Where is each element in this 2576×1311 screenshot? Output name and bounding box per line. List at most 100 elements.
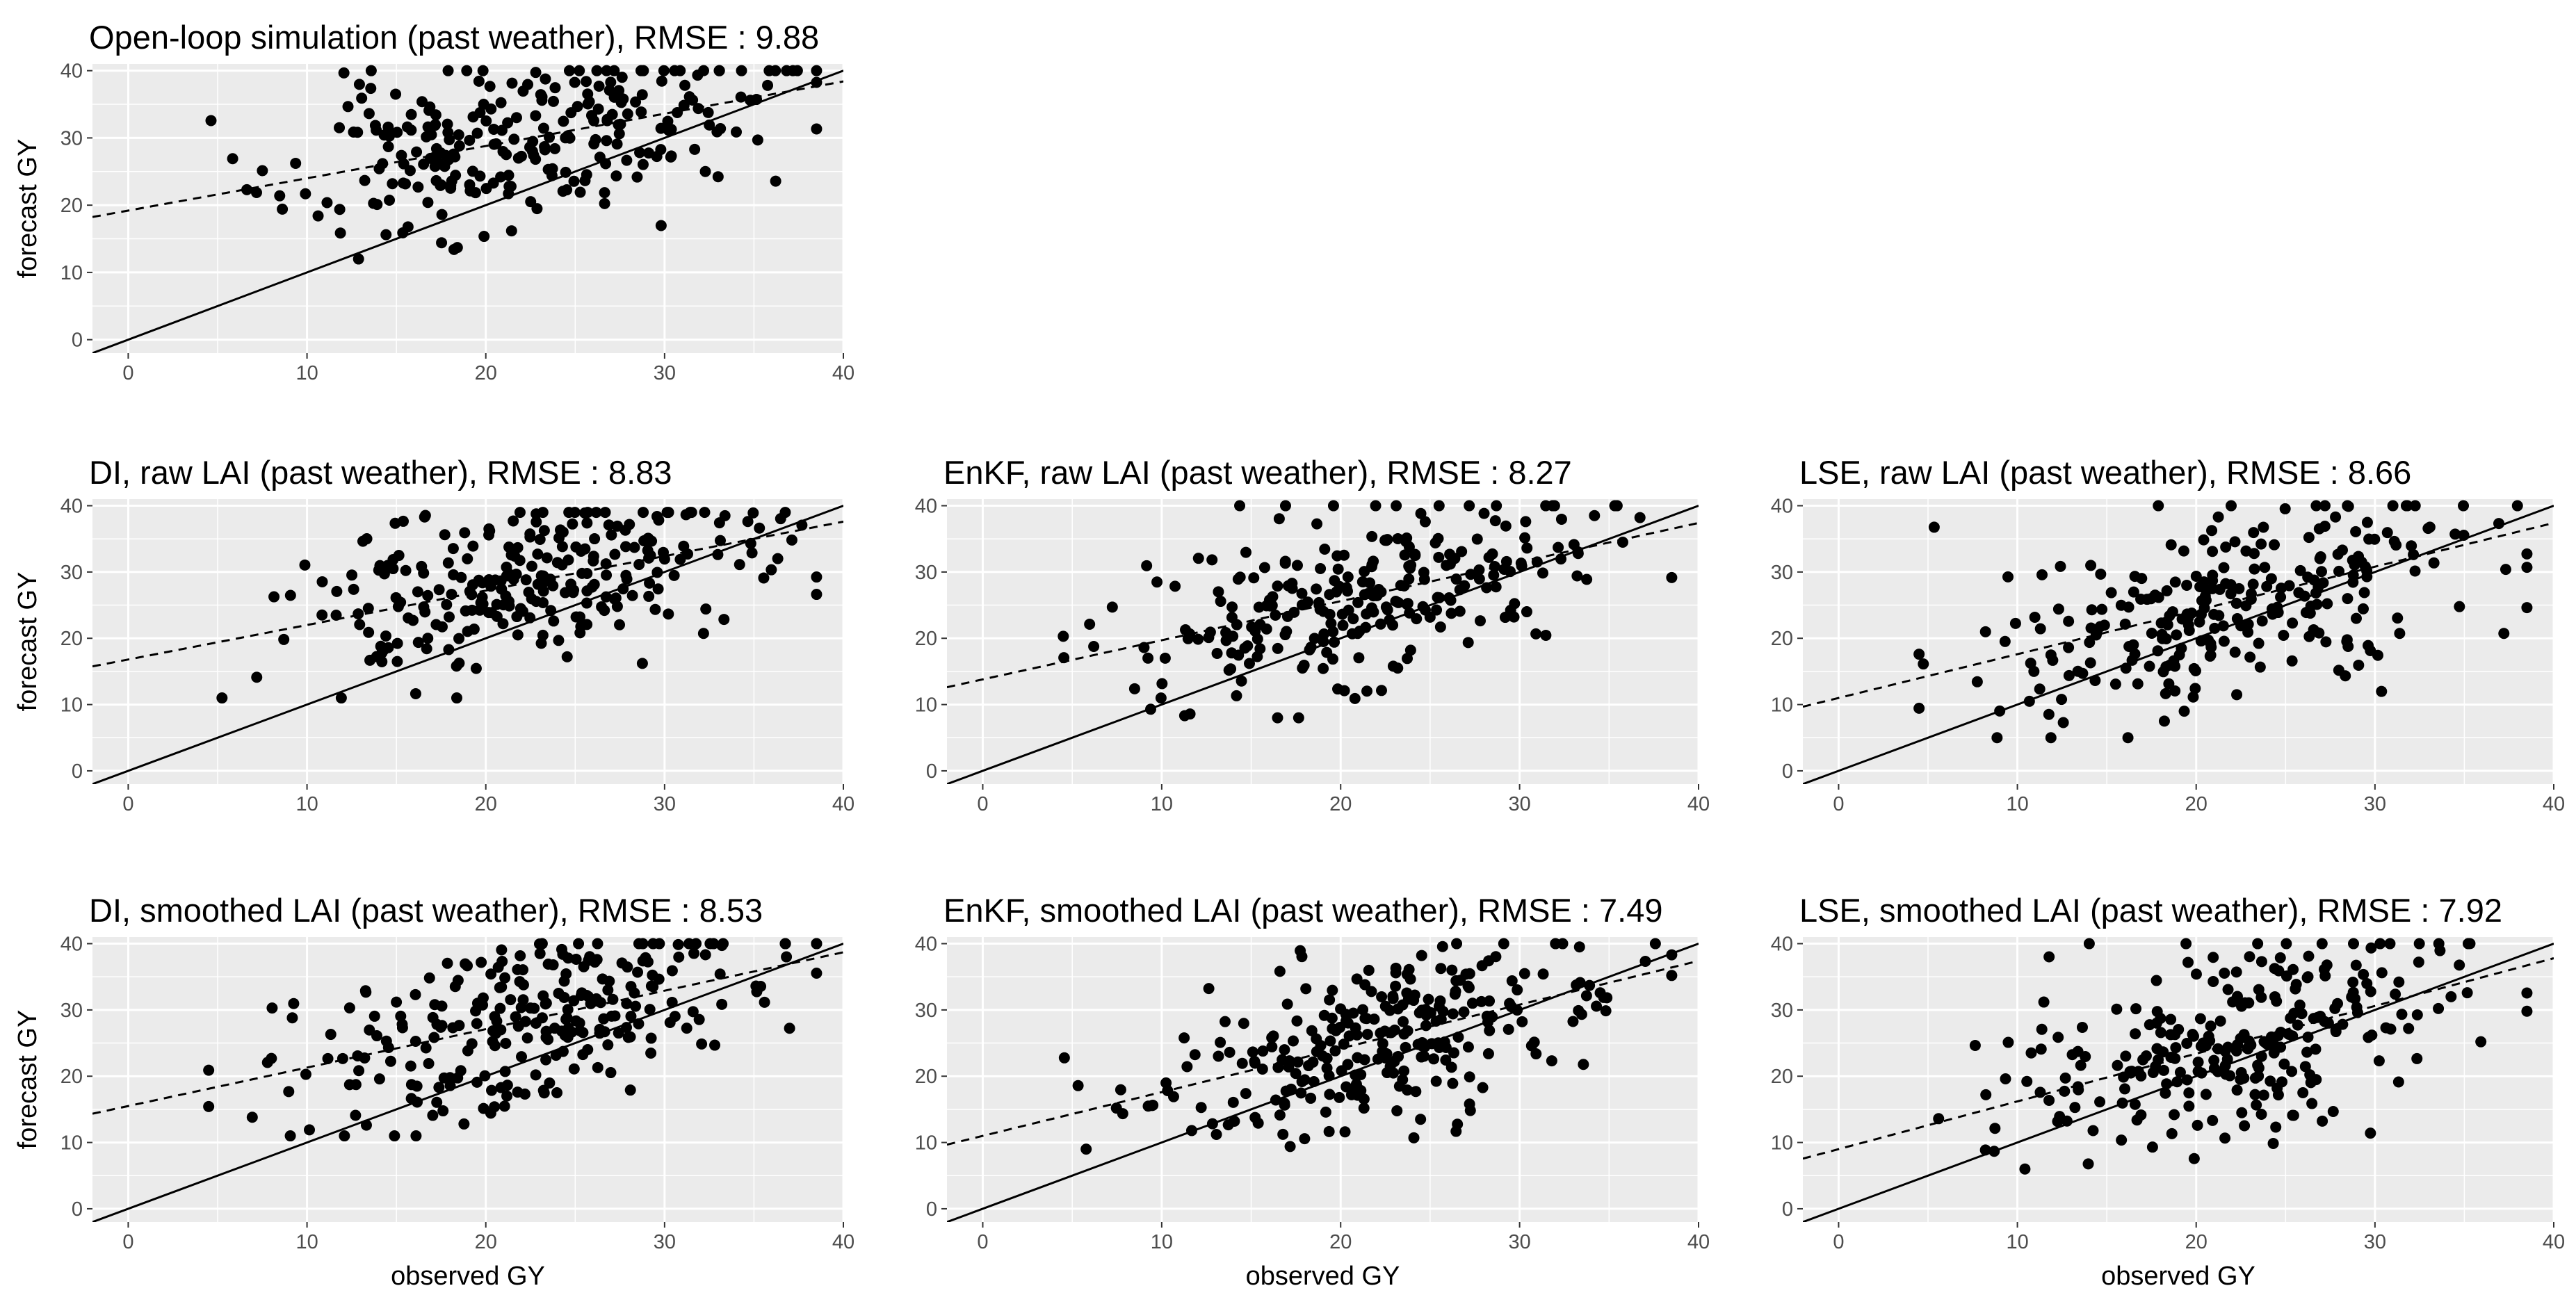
data-point <box>713 65 725 76</box>
data-point <box>663 124 674 136</box>
data-point <box>485 103 497 115</box>
data-point <box>647 981 659 993</box>
data-point <box>574 627 586 639</box>
data-point <box>2160 687 2171 699</box>
data-point <box>2207 546 2219 557</box>
data-point <box>2231 689 2243 701</box>
data-point <box>1325 617 1337 629</box>
data-point <box>596 601 608 612</box>
data-point <box>2294 564 2306 576</box>
data-point <box>2208 1054 2220 1066</box>
data-point <box>2200 1040 2212 1052</box>
data-point <box>274 190 286 202</box>
data-point <box>363 108 375 120</box>
data-point <box>614 619 626 630</box>
data-point <box>2043 708 2055 720</box>
data-point <box>1666 970 1678 982</box>
data-point <box>779 938 791 950</box>
data-point <box>2350 526 2362 537</box>
data-point <box>1390 980 1402 992</box>
data-point <box>634 147 646 158</box>
data-point <box>1169 580 1181 592</box>
data-point <box>2219 1132 2231 1144</box>
data-point <box>442 957 453 969</box>
data-point <box>1279 557 1291 569</box>
data-point <box>1390 596 1402 608</box>
data-point <box>2252 1059 2264 1071</box>
data-point <box>485 968 497 980</box>
data-point <box>1370 500 1382 512</box>
data-point <box>2242 626 2254 638</box>
data-point <box>405 108 417 120</box>
data-point <box>437 1105 449 1117</box>
data-point <box>444 134 455 146</box>
data-point <box>1327 500 1339 512</box>
data-point <box>538 525 550 537</box>
data-point <box>1110 1102 1122 1114</box>
data-point <box>645 550 656 562</box>
data-point <box>745 95 756 106</box>
data-point <box>712 171 724 183</box>
data-point <box>2000 1073 2011 1085</box>
data-point <box>2251 1099 2262 1111</box>
data-point <box>631 171 643 183</box>
data-point <box>354 619 366 630</box>
data-point <box>2392 1076 2404 1088</box>
x-tick-label: 0 <box>977 793 988 815</box>
data-point <box>2239 1120 2251 1132</box>
data-point <box>459 527 471 539</box>
data-point <box>2253 984 2265 995</box>
data-point <box>488 123 500 135</box>
data-point <box>2034 623 2046 635</box>
data-point <box>2521 548 2533 560</box>
data-point <box>477 999 489 1011</box>
data-point <box>1454 605 1466 617</box>
data-point <box>1342 1017 1354 1029</box>
data-point <box>422 633 434 644</box>
data-point <box>346 569 358 581</box>
data-point <box>644 577 656 589</box>
data-point <box>325 1029 337 1041</box>
data-point <box>396 1022 408 1034</box>
data-point <box>1446 964 1458 976</box>
data-point <box>604 975 615 987</box>
data-point <box>2458 500 2470 512</box>
data-point <box>2183 624 2195 636</box>
x-tick-label: 10 <box>2006 793 2028 815</box>
data-point <box>2319 500 2331 512</box>
data-point <box>2132 678 2144 690</box>
data-point <box>1401 532 1413 544</box>
data-point <box>1264 600 1276 612</box>
data-point <box>1441 560 1452 571</box>
data-point <box>1281 610 1293 622</box>
data-point <box>391 637 403 649</box>
data-point <box>2157 1046 2169 1058</box>
data-point <box>2316 938 2328 950</box>
data-point <box>496 583 508 595</box>
data-point <box>2288 1007 2300 1019</box>
data-point <box>1277 1128 1289 1140</box>
data-point <box>1072 1080 1084 1091</box>
data-point <box>511 611 523 623</box>
data-point <box>360 986 372 998</box>
data-point <box>662 115 674 127</box>
data-point <box>421 131 432 142</box>
data-point <box>2180 938 2192 950</box>
data-point <box>502 117 514 129</box>
data-point <box>2171 629 2182 641</box>
data-point <box>420 1042 432 1054</box>
data-point <box>1291 1015 1303 1027</box>
data-point <box>1506 975 1518 987</box>
data-point <box>635 106 647 118</box>
y-tick-label: 30 <box>1771 562 1793 584</box>
data-point <box>1247 1046 1258 1058</box>
data-point <box>2207 1114 2219 1126</box>
data-point <box>544 131 556 143</box>
data-point <box>2353 659 2365 671</box>
x-tick-label: 0 <box>977 1231 988 1253</box>
data-point <box>427 1109 439 1121</box>
data-point <box>1387 660 1399 672</box>
data-point <box>2009 617 2021 629</box>
data-point <box>663 608 674 620</box>
data-point <box>1389 1024 1401 1036</box>
